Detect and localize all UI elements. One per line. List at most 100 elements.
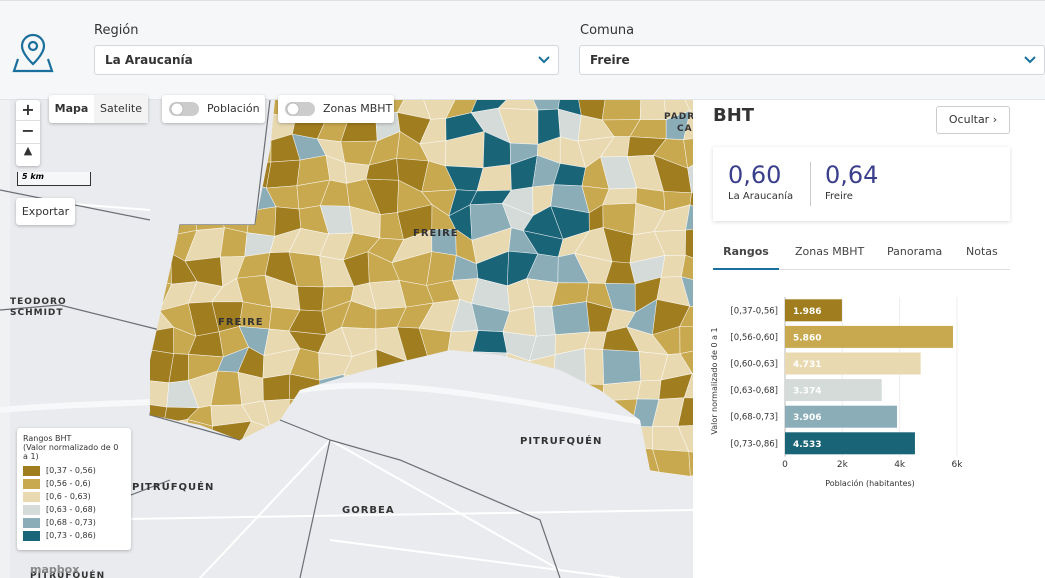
legend-swatch: [23, 479, 40, 489]
zone: [640, 100, 666, 120]
panel-title: BHT: [713, 105, 754, 126]
legend-item: [0,63 - 0,68): [23, 503, 125, 516]
hide-label: Ocultar: [949, 113, 989, 126]
legend-label: [0,56 - 0,6): [46, 479, 91, 488]
map-style-tabs: Mapa Satelite: [49, 95, 148, 123]
map-label: SCHMIDT: [10, 308, 64, 318]
y-tick-label: [0,68-0,73]: [730, 413, 778, 423]
x-tick-label: 4k: [894, 460, 906, 470]
map-tab[interactable]: Mapa: [49, 95, 94, 123]
toggle-poblacion[interactable]: Población: [162, 95, 265, 123]
header: Región La Araucanía Comuna Freire: [0, 0, 1045, 100]
legend-label: [0,6 - 0,63): [46, 492, 91, 501]
x-axis-label: Población (habitantes): [825, 478, 915, 488]
legend-item: [0,68 - 0,73): [23, 516, 125, 529]
legend-item: [0,37 - 0,56): [23, 464, 125, 477]
legend-swatch: [23, 466, 40, 476]
value-label: 5.860: [793, 333, 821, 343]
value-label: 4.533: [793, 440, 821, 450]
map-label: PADR: [664, 112, 693, 122]
y-axis-label: Valor normalizado de 0 a 1: [710, 327, 719, 434]
comuna-select[interactable]: Freire: [579, 45, 1045, 75]
tab[interactable]: Panorama: [887, 245, 942, 258]
toggle-label: Población: [207, 102, 260, 115]
region-select[interactable]: La Araucanía: [94, 45, 559, 75]
compass[interactable]: ▲: [16, 143, 40, 166]
zone: [680, 326, 693, 354]
hide-button[interactable]: Ocultar ›: [936, 106, 1010, 134]
legend-label: [0,73 - 0,86): [46, 531, 96, 540]
stat-label: Freire: [825, 191, 853, 202]
map-label: PITRUFQUÉN: [520, 434, 602, 447]
stat-value: 0,64: [825, 161, 878, 189]
map-label: PITRUFQUÉN: [132, 480, 214, 493]
legend-swatch: [23, 531, 40, 541]
y-tick-label: [0,56-0,60]: [730, 333, 778, 343]
tabs: Rangos Zonas MBHT Panorama Notas: [713, 245, 1010, 270]
stat-value: 0,60: [728, 161, 781, 189]
legend-title: Rangos BHT: [23, 434, 125, 443]
legend-swatch: [23, 505, 40, 515]
stat-label: La Araucanía: [728, 191, 793, 202]
stats-card: 0,60 La Araucanía 0,64 Freire: [713, 147, 1010, 221]
zone: [552, 302, 590, 335]
map-tab[interactable]: Satelite: [94, 95, 148, 123]
value-label: 1.986: [793, 307, 821, 317]
legend-label: [0,63 - 0,68): [46, 505, 96, 514]
zone: [585, 348, 604, 384]
zone: [473, 331, 508, 353]
legend-item: [0,56 - 0,6): [23, 477, 125, 490]
toggle-zonas[interactable]: Zonas MBHT: [278, 95, 394, 123]
zoom-controls: + − ▲: [16, 100, 40, 166]
map-label: FREIRE: [413, 228, 459, 239]
zone: [603, 350, 641, 385]
legend-item: [0,6 - 0,63): [23, 490, 125, 503]
tab[interactable]: Rangos: [713, 245, 779, 270]
zone: [263, 374, 290, 401]
map-label: GORBEA: [342, 505, 395, 516]
y-tick-label: [0,60-0,63]: [730, 360, 778, 370]
zoom-out[interactable]: −: [16, 120, 40, 143]
switch: [284, 101, 316, 117]
toggle-label: Zonas MBHT: [323, 102, 392, 115]
map-label: TEODORO: [10, 297, 67, 307]
chevron: [1024, 55, 1036, 65]
zone: [220, 228, 247, 257]
legend-label: [0,37 - 0,56): [46, 466, 96, 475]
zone: [238, 372, 263, 405]
y-tick-label: [0,73-0,86]: [730, 439, 778, 449]
y-tick-label: [0,63-0,68]: [730, 386, 778, 396]
x-tick-label: 2k: [837, 460, 849, 470]
map-label: CA: [677, 124, 693, 134]
zone: [602, 100, 641, 120]
export-button[interactable]: Exportar: [16, 198, 75, 225]
x-tick-label: 0: [782, 460, 788, 470]
zoom-in[interactable]: +: [16, 100, 40, 120]
value-label: 3.374: [793, 387, 821, 397]
switch: [168, 101, 200, 117]
x-tick-label: 6k: [952, 460, 964, 470]
tab[interactable]: Notas: [966, 245, 998, 258]
zone: [637, 380, 661, 399]
location-icon: [12, 31, 54, 73]
attribution: mapbox: [30, 563, 79, 576]
scale-bar: 5 km: [17, 172, 91, 186]
zone: [297, 286, 324, 311]
value-label: 3.906: [793, 413, 821, 423]
chevron: [538, 55, 550, 65]
legend-item: [0,73 - 0,86): [23, 529, 125, 542]
region-label: Región: [94, 23, 139, 38]
legend-swatch: [23, 492, 40, 502]
region-value: La Araucanía: [105, 53, 193, 67]
legend-label: [0,68 - 0,73): [46, 518, 96, 527]
legend: Rangos BHT (Valor normalizado de 0 a 1) …: [17, 428, 131, 550]
zone: [266, 160, 300, 188]
map-label: FREIRE: [218, 317, 264, 328]
bar-chart: Valor normalizado de 0 a 1 Población (ha…: [693, 285, 1045, 500]
map-edge: [0, 100, 10, 578]
value-label: 4.731: [793, 360, 821, 370]
comuna-value: Freire: [590, 53, 630, 67]
comuna-label: Comuna: [580, 23, 634, 38]
tab[interactable]: Zonas MBHT: [795, 245, 864, 258]
